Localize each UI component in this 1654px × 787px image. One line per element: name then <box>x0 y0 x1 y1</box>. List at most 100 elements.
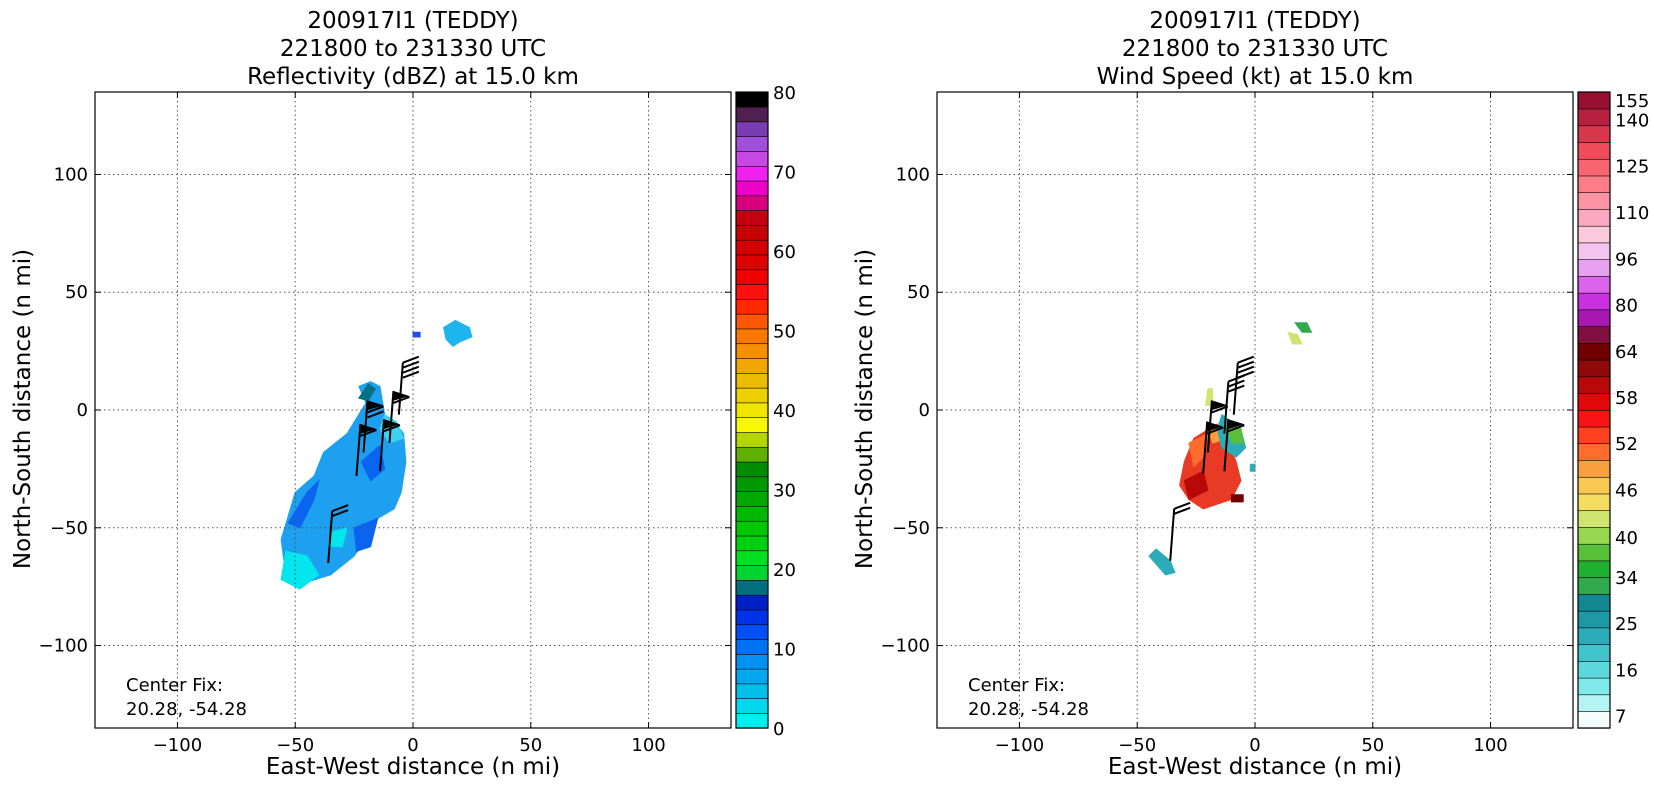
colorbar-cell <box>735 668 769 685</box>
windspeed-plot-area: −100 −50 0 50 100 −100 −50 0 50 100 <box>881 91 1574 756</box>
colorbar-tick-label: 46 <box>1615 480 1638 501</box>
colorbar-cell <box>735 343 769 359</box>
wind-barb-flag <box>1227 419 1245 430</box>
wind-barb-line <box>393 396 410 404</box>
wind-barb <box>362 400 384 453</box>
wind-barb-line <box>360 429 377 437</box>
data-region <box>1148 548 1176 576</box>
wind-barb <box>327 504 349 564</box>
colorbar-cell <box>1577 208 1611 227</box>
colorbar-cell <box>735 121 769 137</box>
y-tick-label: −100 <box>39 636 88 657</box>
x-tick-label: 100 <box>1473 735 1507 756</box>
colorbar-tick-label: 125 <box>1615 157 1649 178</box>
colorbar-cell <box>735 594 769 611</box>
colorbar-cell <box>1577 476 1611 495</box>
colorbar-cell <box>735 431 769 448</box>
colorbar-cell <box>1577 175 1611 194</box>
data-region <box>1249 463 1256 472</box>
colorbar-cell <box>1577 309 1611 327</box>
colorbar-cell <box>1577 543 1611 562</box>
y-tick-label: 100 <box>54 164 88 185</box>
wind-barb-line <box>402 365 420 374</box>
colorbar-cell <box>735 328 769 345</box>
colorbar-cell <box>1577 627 1611 645</box>
wind-barb-line <box>402 360 420 369</box>
data-region <box>1294 322 1313 333</box>
y-tick-label: −100 <box>881 636 930 657</box>
colorbar-tick-label: 80 <box>1615 296 1638 317</box>
wind-barb-line <box>1237 360 1255 369</box>
panel-title-line-1: 200917I1 (TEDDY) <box>1149 8 1360 34</box>
data-region <box>1287 331 1303 345</box>
colorbar-cell <box>1577 225 1611 244</box>
center-fix-value: 20.28, -54.28 <box>126 699 247 720</box>
colorbar-cell <box>735 224 769 241</box>
colorbar-cell <box>1577 677 1611 696</box>
colorbar-cell <box>735 269 769 285</box>
colorbar-cell <box>1577 342 1611 361</box>
data-region <box>443 319 473 348</box>
colorbar-cell <box>1577 108 1611 127</box>
wind-barb-line <box>1237 370 1255 379</box>
wind-barb-staff <box>1223 381 1230 434</box>
wind-barb-line <box>1173 506 1191 515</box>
colorbar-tick-label: 10 <box>773 640 796 661</box>
colorbar-cell <box>1577 359 1611 378</box>
colorbar-cell <box>735 298 769 315</box>
colorbar-tick-label: 80 <box>773 83 796 104</box>
colorbar-cell <box>1577 242 1611 260</box>
colorbar-cell <box>735 254 769 271</box>
colorbar-cell <box>735 239 769 256</box>
y-tick-label: 50 <box>65 282 88 303</box>
data-region <box>1183 470 1209 501</box>
center-fix-label: Center Fix: <box>126 675 223 696</box>
colorbar-tick-label: 60 <box>773 242 796 263</box>
wind-barb-line <box>367 405 384 414</box>
x-axis-label: East-West distance (n mi) <box>1108 754 1402 780</box>
colorbar-cell <box>1577 275 1611 294</box>
colorbar-cell <box>735 609 769 626</box>
wind-barb-line <box>367 410 384 419</box>
colorbar-tick-label: 40 <box>773 401 796 422</box>
colorbar-tick-label: 52 <box>1615 434 1638 455</box>
colorbar-cell <box>735 505 769 522</box>
x-tick-label: −100 <box>995 735 1044 756</box>
wind-barb-flag <box>359 423 377 434</box>
colorbar-cell <box>1577 91 1611 110</box>
wind-barb-staff <box>397 362 404 415</box>
wind-barb <box>1223 419 1245 472</box>
wind-barb-flag <box>1210 400 1228 411</box>
y-tick-label: 50 <box>907 282 930 303</box>
x-axis-label: East-West distance (n mi) <box>266 754 560 780</box>
plot-background <box>937 92 1573 728</box>
colorbar-cell <box>735 106 769 123</box>
data-region <box>280 550 320 590</box>
center-fix-value: 20.28, -54.28 <box>968 699 1089 720</box>
colorbar-tick-label: 70 <box>773 163 796 184</box>
y-tick-label: 100 <box>896 164 930 185</box>
plot-background <box>95 92 731 728</box>
wind-barb-line <box>1173 501 1191 510</box>
colorbar-cell <box>1577 694 1611 712</box>
colorbar-cell <box>735 683 769 700</box>
colorbar-tick-label: 20 <box>773 560 796 581</box>
colorbar-cell <box>735 653 769 670</box>
reflectivity-colorbar: 0 10 20 30 40 50 60 70 80 <box>735 83 796 740</box>
windspeed-panel: 200917I1 (TEDDY) 221800 to 231330 UTC Wi… <box>852 8 1649 780</box>
wind-barb-staff <box>327 511 334 564</box>
colorbar-cell <box>735 550 769 566</box>
colorbar-cell <box>1577 459 1611 478</box>
colorbar-cell <box>735 372 769 389</box>
data-region <box>1230 494 1244 503</box>
colorbar-cell <box>1577 409 1611 428</box>
data-region <box>1225 423 1244 444</box>
panel-title-line-2: 221800 to 231330 UTC <box>280 36 546 62</box>
colorbar-tick-label: 34 <box>1615 568 1638 589</box>
colorbar-cell <box>735 491 769 507</box>
colorbar-cell <box>1577 259 1611 277</box>
colorbar-cell <box>735 195 769 211</box>
colorbar-cell <box>735 165 769 182</box>
